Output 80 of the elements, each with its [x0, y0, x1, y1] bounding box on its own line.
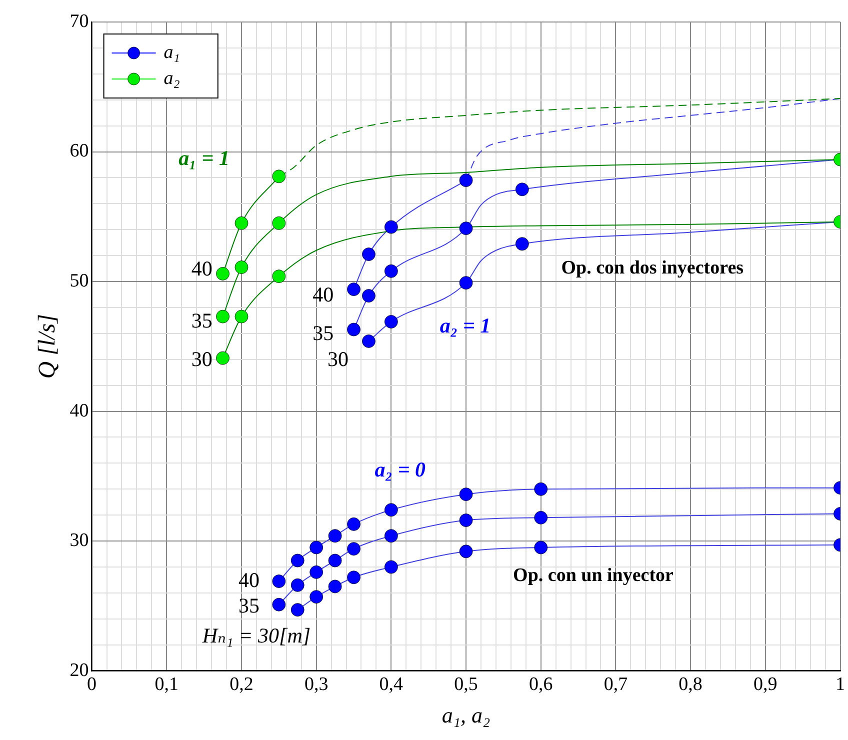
point: [362, 334, 376, 348]
point: [272, 216, 286, 230]
point: [534, 482, 548, 496]
legend-label: a₂: [164, 68, 180, 89]
x-tick-label: 0,9: [754, 674, 778, 696]
point: [234, 216, 248, 230]
x-tick-label: 0,6: [528, 674, 553, 696]
annotation: 40: [191, 256, 212, 280]
y-tick-label: 30: [70, 530, 89, 552]
y-tick-label: 40: [70, 400, 89, 422]
annotation: 40: [238, 568, 260, 592]
point: [216, 267, 230, 280]
point: [384, 529, 398, 543]
annotation: 35: [238, 594, 260, 618]
point: [272, 598, 286, 612]
point: [459, 276, 473, 290]
point: [384, 315, 398, 328]
annotation: a₂ = 0: [374, 457, 426, 482]
point: [234, 260, 248, 274]
point: [290, 578, 304, 592]
point: [459, 514, 473, 527]
point: [362, 248, 376, 261]
x-tick-label: 0,7: [604, 674, 628, 696]
x-tick-label: 0,2: [230, 674, 254, 696]
annotation: 30: [191, 347, 212, 372]
point: [328, 580, 342, 594]
annotation: Op. con dos inyectores: [561, 257, 744, 278]
point: [216, 351, 230, 365]
x-tick-label: 0,1: [154, 674, 179, 696]
annotation: 35: [312, 321, 334, 346]
point: [216, 310, 230, 324]
point: [290, 554, 304, 568]
x-tick-label: 1: [836, 674, 845, 696]
point: [534, 510, 548, 524]
annotation: a₂ = 1: [440, 313, 491, 338]
x-tick-label: 0,8: [678, 674, 702, 696]
point: [347, 570, 360, 584]
point: [384, 560, 398, 574]
point: [290, 603, 304, 617]
point: [347, 282, 360, 296]
annotation: Hₙ₁ = 30[m]: [201, 624, 311, 648]
y-tick-label: 50: [70, 270, 89, 292]
point: [310, 590, 324, 604]
point: [534, 540, 548, 554]
point: [347, 542, 360, 556]
point: [459, 174, 473, 188]
annotation: 30: [328, 347, 349, 372]
x-axis-title: a₁, a₂: [442, 702, 491, 728]
annotation: 35: [191, 308, 212, 332]
point: [459, 488, 473, 502]
point: [459, 222, 473, 236]
annotation: Op. con un inyector: [513, 564, 674, 586]
x-tick-label: 0: [87, 674, 97, 696]
point: [515, 237, 529, 251]
x-tick-label: 0,4: [379, 674, 404, 696]
point: [234, 310, 248, 324]
y-tick-label: 70: [70, 10, 89, 32]
point: [362, 289, 376, 302]
point: [272, 574, 286, 588]
annotation: 40: [312, 282, 334, 306]
annotation: a₁ = 1: [178, 146, 230, 170]
point: [310, 565, 324, 579]
point: [328, 529, 342, 543]
point: [328, 554, 342, 568]
point: [384, 503, 398, 517]
point: [272, 170, 286, 184]
point: [347, 517, 360, 531]
y-tick-label: 60: [70, 140, 89, 162]
y-tick-label: 20: [70, 660, 89, 681]
x-tick-label: 0,5: [454, 674, 478, 696]
x-tick-label: 0,3: [304, 674, 328, 696]
point: [384, 220, 398, 234]
point: [310, 540, 324, 554]
y-axis-title: Q [l/s]: [34, 314, 61, 379]
point: [515, 182, 529, 196]
point: [384, 264, 398, 278]
legend-label: a₁: [164, 42, 180, 63]
point: [272, 270, 286, 284]
point: [347, 322, 360, 336]
point: [459, 544, 473, 558]
